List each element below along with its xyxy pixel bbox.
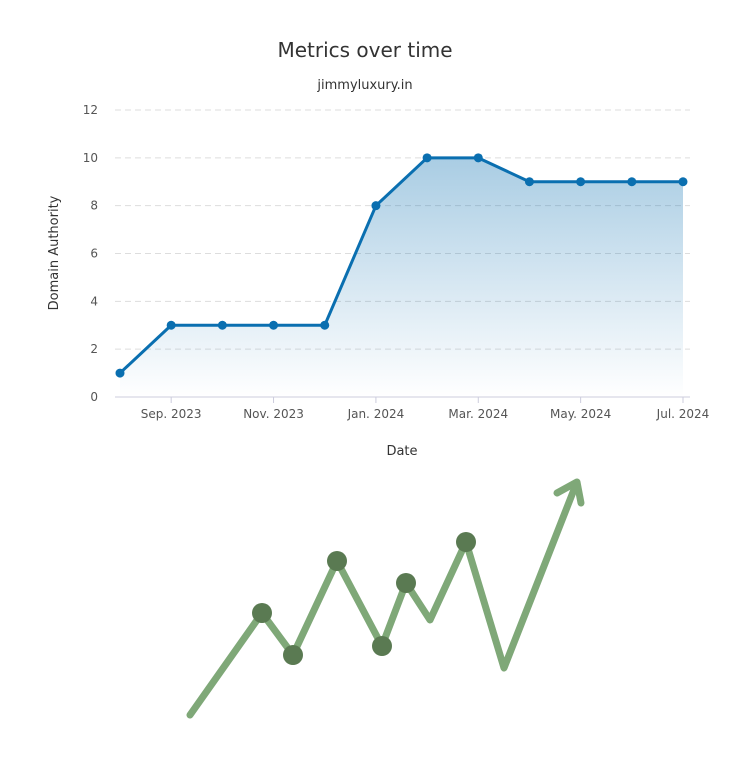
point bbox=[371, 201, 381, 211]
y-tick-label: 6 bbox=[90, 247, 98, 261]
decorative-illustration bbox=[186, 478, 585, 719]
y-axis-title: Domain Authority bbox=[47, 195, 62, 310]
point bbox=[576, 177, 586, 187]
x-tick-label: Jan. 2024 bbox=[347, 407, 405, 421]
y-tick-label: 12 bbox=[83, 103, 98, 117]
plot: 0 2 4 6 8 10 12 Sep. 2023 Nov. 2023 Jan. 2024 Mar.… bbox=[83, 103, 710, 421]
point bbox=[115, 368, 125, 378]
x-tick-label: Mar. 2024 bbox=[448, 407, 508, 421]
y-tick-label: 8 bbox=[90, 199, 98, 213]
decor-dot bbox=[456, 532, 476, 552]
y-tick-label: 10 bbox=[83, 151, 98, 165]
x-tick-label: Nov. 2023 bbox=[243, 407, 304, 421]
x-tick-label: Sep. 2023 bbox=[141, 407, 202, 421]
decor-dot bbox=[283, 645, 303, 665]
point bbox=[269, 320, 279, 330]
y-tick-label: 2 bbox=[90, 342, 98, 356]
x-axis-title: Date bbox=[386, 444, 417, 459]
decor-dot bbox=[372, 636, 392, 656]
point bbox=[422, 153, 432, 163]
point bbox=[627, 177, 637, 187]
x-tick-label: May. 2024 bbox=[550, 407, 611, 421]
point bbox=[320, 320, 330, 330]
point bbox=[473, 153, 483, 163]
arrow-head bbox=[553, 478, 585, 507]
point bbox=[678, 177, 688, 187]
y-tick-label: 4 bbox=[90, 294, 98, 308]
decor-dot bbox=[327, 551, 347, 571]
decor-dot bbox=[396, 573, 416, 593]
x-tick-label: Jul. 2024 bbox=[656, 407, 710, 421]
point bbox=[524, 177, 534, 187]
area bbox=[120, 157, 683, 397]
line bbox=[118, 156, 683, 375]
y-tick-label: 0 bbox=[90, 390, 98, 404]
chart-subtitle: jimmyluxury.in bbox=[316, 78, 412, 93]
point bbox=[166, 320, 176, 330]
chart-title: Metrics over time bbox=[277, 38, 452, 62]
decor-dot bbox=[252, 603, 272, 623]
zigzag-arrow bbox=[186, 483, 579, 719]
point bbox=[217, 320, 227, 330]
